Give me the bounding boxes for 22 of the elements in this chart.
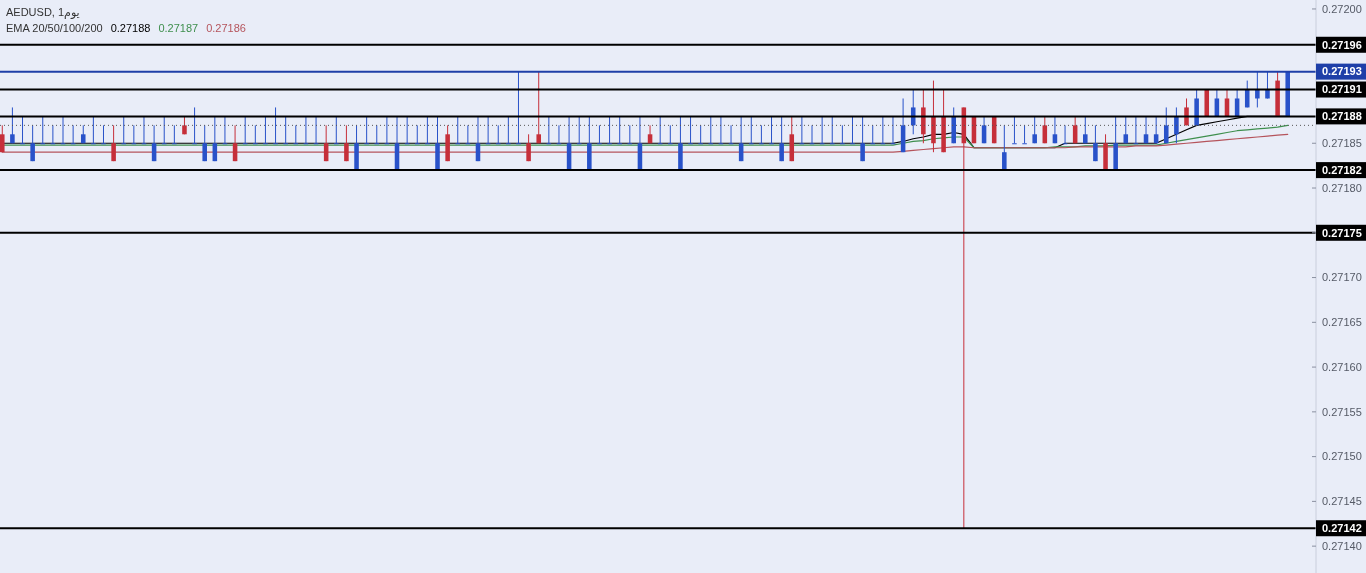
y-tick-label: 0.27140 [1322, 539, 1362, 552]
ref-line-label: 0.27196 [1322, 38, 1362, 51]
y-tick-label: 0.27200 [1322, 2, 1362, 15]
y-tick-label: 0.27155 [1322, 405, 1362, 418]
ref-line-label: 0.27193 [1322, 65, 1362, 78]
y-tick-label: 0.27160 [1322, 360, 1362, 373]
text: AEDUSD, 1يوم [6, 6, 80, 19]
y-tick-label: 0.27185 [1322, 137, 1362, 150]
ref-line-label: 0.27142 [1322, 522, 1362, 535]
legend-label: 0.27188 [1322, 110, 1362, 123]
y-tick-label: 0.27165 [1322, 316, 1362, 329]
y-tick-label: 0.27150 [1322, 450, 1362, 463]
y-tick-label: 0.27145 [1322, 495, 1362, 508]
text: 0.27186 [206, 22, 246, 34]
ref-line-label: 0.27191 [1322, 83, 1362, 96]
text: 0.27188 [110, 22, 151, 34]
text: EMA 20/50/100/200 [6, 22, 103, 34]
ref-line-label: 0.27175 [1322, 226, 1362, 239]
y-tick-label: 0.27180 [1322, 181, 1362, 194]
y-tick-label: 0.27170 [1322, 271, 1362, 284]
ref-line-label: 0.27182 [1322, 163, 1362, 176]
text: 0.27187 [158, 22, 199, 34]
